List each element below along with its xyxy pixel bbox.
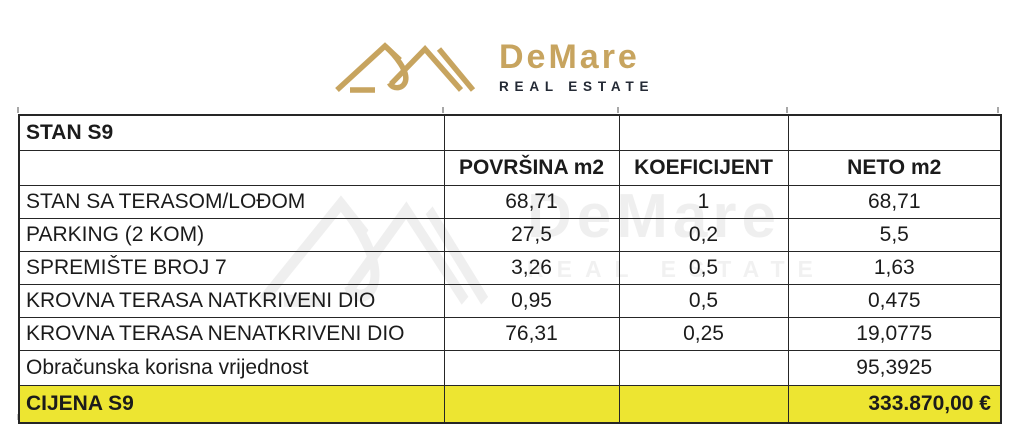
column-header-neto: NETO m2 <box>787 150 1002 186</box>
summary-label: Obračunska korisna vrijednost <box>18 350 445 386</box>
row-neto: 5,5 <box>787 218 1002 252</box>
empty-cell <box>443 385 620 424</box>
row-povrsina: 3,26 <box>443 251 620 285</box>
gridline-stub <box>997 107 999 113</box>
column-header-povrsina: POVRŠINA m2 <box>443 150 620 186</box>
brand-logo: DeMare REAL ESTATE <box>333 28 654 96</box>
row-povrsina: 0,95 <box>443 284 620 318</box>
row-neto: 1,63 <box>787 251 1002 285</box>
gridline-stub <box>442 107 444 113</box>
empty-cell <box>18 150 445 186</box>
price-value: 333.870,00 € <box>787 385 1002 424</box>
table-title: STAN S9 <box>18 114 445 151</box>
empty-cell <box>443 114 620 151</box>
empty-cell <box>443 350 620 386</box>
gridline-stub <box>17 107 19 113</box>
row-povrsina: 27,5 <box>443 218 620 252</box>
empty-cell <box>618 385 789 424</box>
column-header-koeficijent: KOEFICIJENT <box>618 150 789 186</box>
summary-neto: 95,3925 <box>787 350 1002 386</box>
row-neto: 19,0775 <box>787 317 1002 351</box>
price-row: CIJENA S9 333.870,00 € <box>18 385 1002 424</box>
summary-row: Obračunska korisna vrijednost 95,3925 <box>18 350 1002 386</box>
row-koeficijent: 0,5 <box>618 284 789 318</box>
demare-mountains-icon <box>335 42 476 93</box>
table-row: STAN SA TERASOM/LOĐOM 68,71 1 68,71 <box>18 185 1002 219</box>
row-neto: 68,71 <box>787 185 1002 219</box>
empty-cell <box>618 114 789 151</box>
row-label: PARKING (2 KOM) <box>18 218 445 252</box>
row-label: STAN SA TERASOM/LOĐOM <box>18 185 445 219</box>
table-row: KROVNA TERASA NENATKRIVENI DIO 76,31 0,2… <box>18 317 1002 351</box>
row-povrsina: 68,71 <box>443 185 620 219</box>
price-label: CIJENA S9 <box>18 385 445 424</box>
gridline-stub <box>786 107 788 113</box>
brand-name: DeMare <box>499 38 640 76</box>
row-neto: 0,475 <box>787 284 1002 318</box>
apartment-price-table: STAN S9 POVRŠINA m2 KOEFICIJENT NETO m2 … <box>18 114 1002 424</box>
row-koeficijent: 0,2 <box>618 218 789 252</box>
row-povrsina: 76,31 <box>443 317 620 351</box>
row-label: KROVNA TERASA NENATKRIVENI DIO <box>18 317 445 351</box>
row-label: SPREMIŠTE BROJ 7 <box>18 251 445 285</box>
gridline-stub <box>617 107 619 113</box>
row-koeficijent: 1 <box>618 185 789 219</box>
row-koeficijent: 0,5 <box>618 251 789 285</box>
row-label: KROVNA TERASA NATKRIVENI DIO <box>18 284 445 318</box>
table-row: PARKING (2 KOM) 27,5 0,2 5,5 <box>18 218 1002 252</box>
empty-cell <box>618 350 789 386</box>
row-koeficijent: 0,25 <box>618 317 789 351</box>
table-row: KROVNA TERASA NATKRIVENI DIO 0,95 0,5 0,… <box>18 284 1002 318</box>
table-title-row: STAN S9 <box>18 114 1002 151</box>
table-row: SPREMIŠTE BROJ 7 3,26 0,5 1,63 <box>18 251 1002 285</box>
brand-tagline: REAL ESTATE <box>499 79 655 94</box>
empty-cell <box>787 114 1002 151</box>
table-header-row: POVRŠINA m2 KOEFICIJENT NETO m2 <box>18 150 1002 186</box>
